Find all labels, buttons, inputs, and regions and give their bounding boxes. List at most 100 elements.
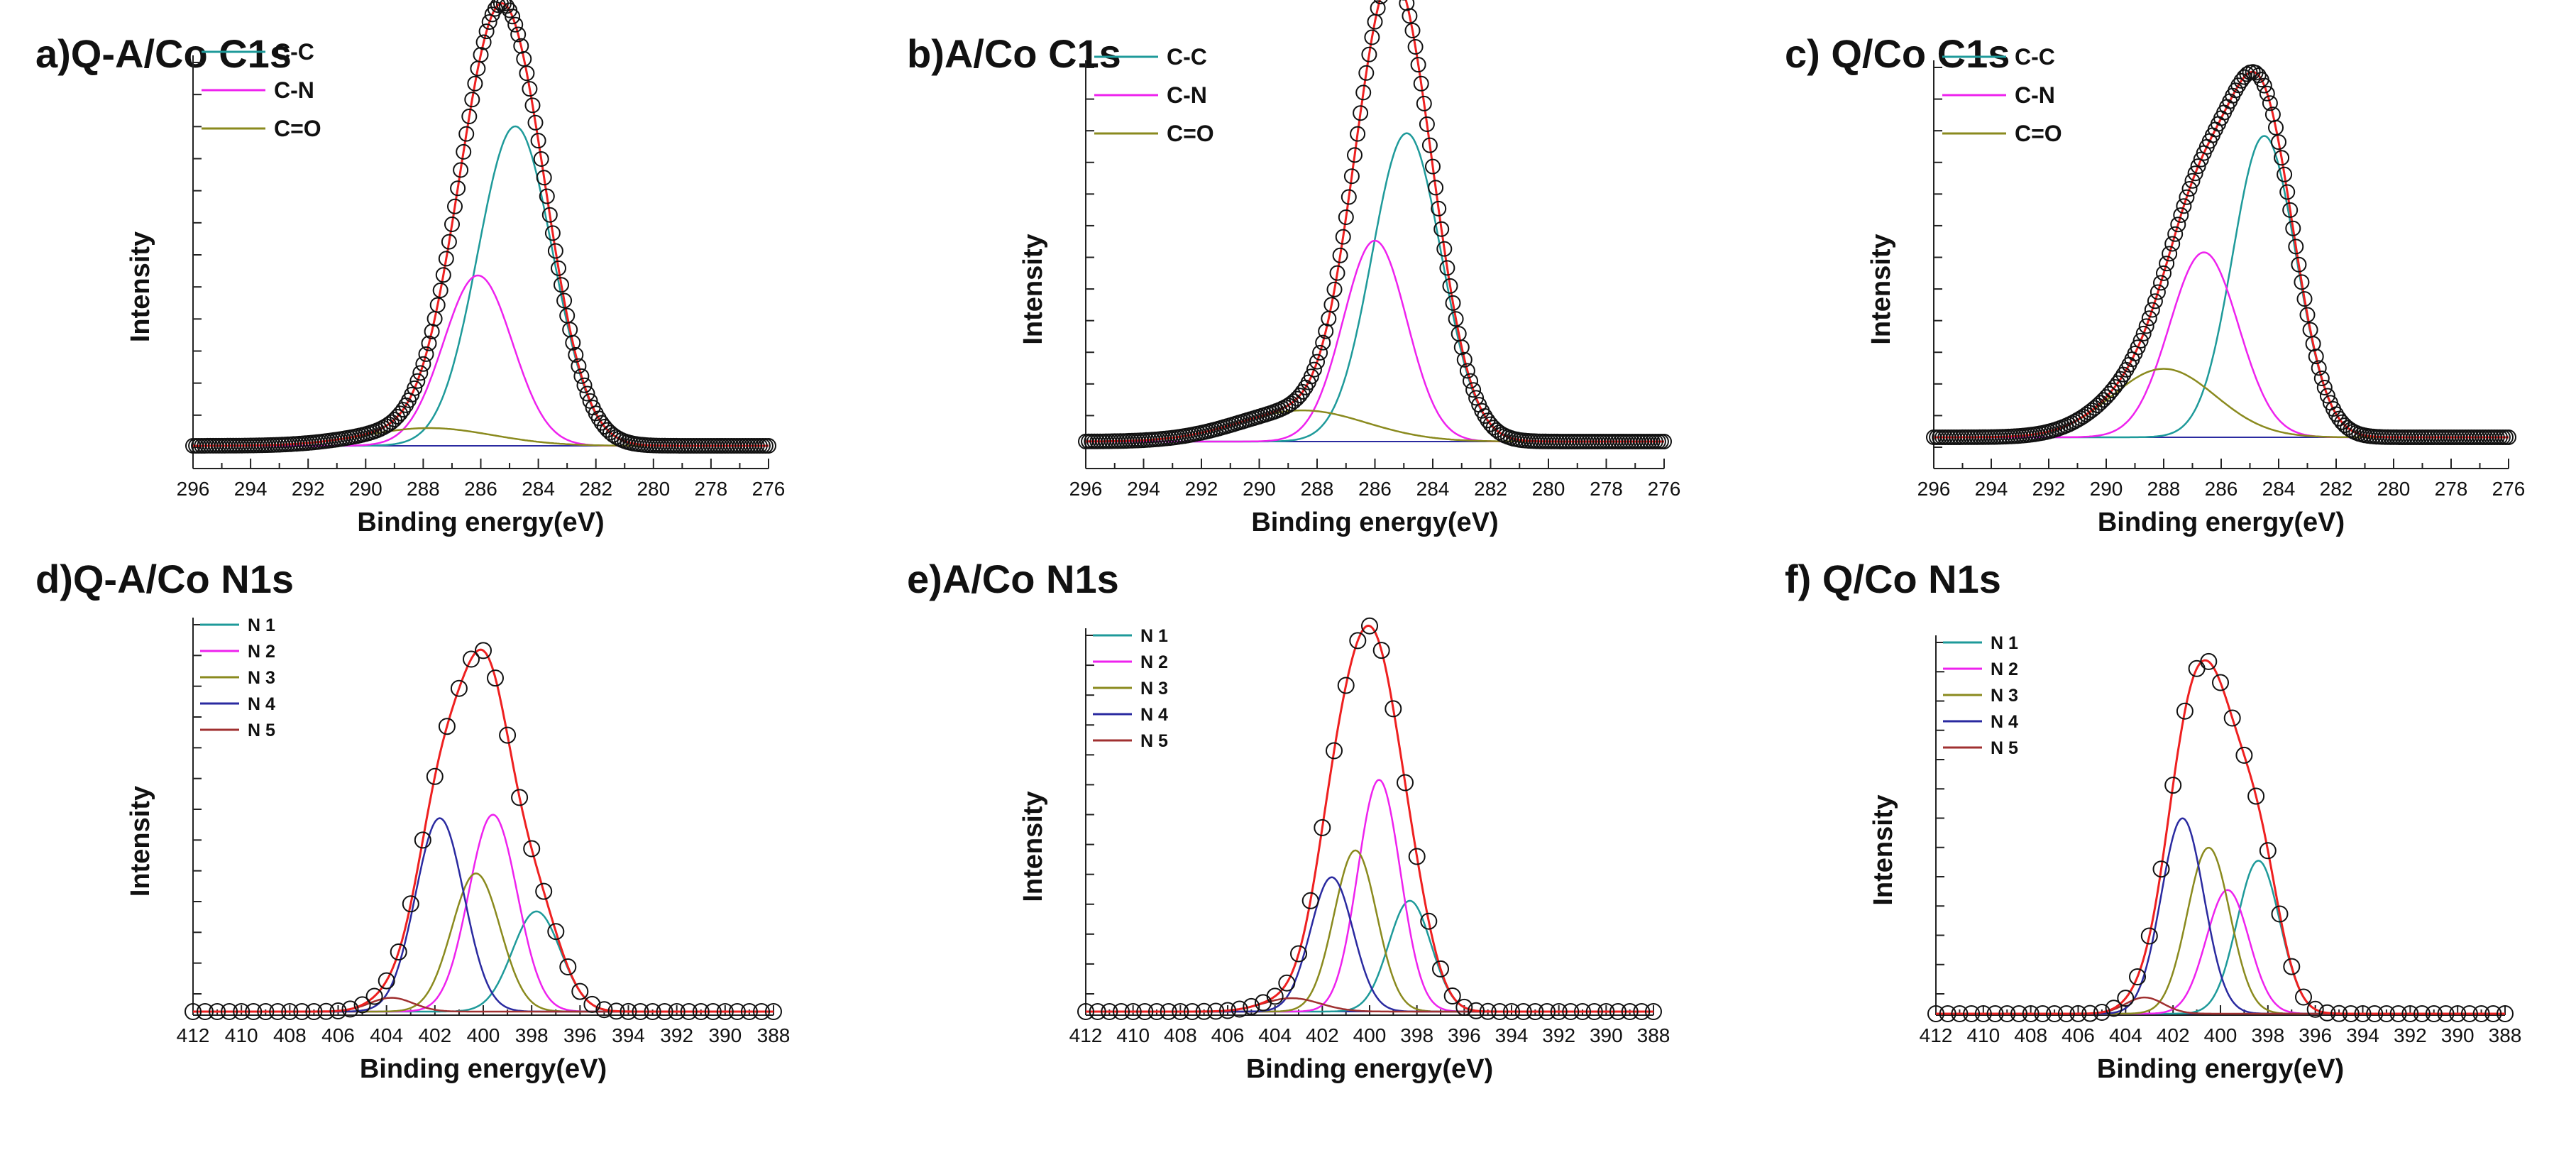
data-point <box>2135 325 2152 341</box>
data-point <box>1361 46 1377 62</box>
data-point <box>753 1003 770 1020</box>
y-axis-label: Intensity <box>126 786 155 897</box>
data-point <box>2308 349 2324 365</box>
data-point <box>524 97 541 114</box>
data-point <box>1503 1003 1520 1020</box>
x-tick-label: 296 <box>1069 478 1103 500</box>
data-point <box>2247 787 2265 805</box>
x-tick-label: 390 <box>1590 1024 1623 1046</box>
data-point <box>2115 366 2132 383</box>
data-point <box>2164 777 2182 794</box>
data-point <box>1370 0 1386 16</box>
data-point <box>2096 392 2111 408</box>
data-point <box>481 14 497 30</box>
data-point <box>571 982 589 1000</box>
data-point <box>475 642 492 659</box>
data-point <box>1431 200 1447 217</box>
legend-label: N 3 <box>1991 686 2018 706</box>
data-point <box>595 1001 613 1019</box>
data-point <box>441 234 457 250</box>
data-point <box>2176 702 2194 720</box>
legend-label: N 3 <box>248 668 275 688</box>
data-point <box>1326 281 1343 297</box>
data-point <box>1963 1005 1981 1022</box>
x-tick-label: 404 <box>1258 1024 1292 1046</box>
legend-label: N 1 <box>1991 633 2018 653</box>
x-tick-label: 282 <box>1474 478 1507 500</box>
legend-label: C-C <box>274 39 314 65</box>
data-point <box>1358 65 1375 81</box>
data-point <box>2299 307 2316 323</box>
data-point <box>1998 1005 2016 1022</box>
data-point <box>1101 1003 1118 1020</box>
data-point <box>2235 746 2253 764</box>
data-point <box>1290 945 1307 963</box>
data-point <box>602 425 618 441</box>
data-point <box>1207 1002 1225 1020</box>
data-point <box>2484 1005 2502 1022</box>
x-tick-label: 276 <box>2492 478 2526 500</box>
data-point <box>383 414 400 430</box>
data-point <box>2167 226 2184 242</box>
data-point <box>365 987 383 1005</box>
data-point <box>185 1003 202 1020</box>
data-point <box>438 718 456 735</box>
data-point <box>2181 181 2198 197</box>
peak-n4 <box>193 817 774 1013</box>
x-tick-label: 276 <box>752 478 786 500</box>
x-tick-label: 406 <box>321 1024 355 1046</box>
data-point <box>1160 1003 1177 1020</box>
data-point <box>447 198 463 214</box>
x-tick-label: 294 <box>234 478 268 500</box>
x-tick-label: 278 <box>1590 478 1623 500</box>
data-point <box>1350 126 1366 142</box>
chart-panel-a: a)Q-A/Co C1s 296 294 292 290 288 286 284 282 280 2… <box>35 0 785 537</box>
data-point <box>656 1003 673 1020</box>
x-tick-label: 282 <box>2320 478 2353 500</box>
data-point <box>2271 905 2289 923</box>
data-point <box>1372 642 1390 659</box>
data-point <box>1514 1003 1532 1020</box>
data-point <box>551 260 566 276</box>
data-point <box>2277 166 2293 182</box>
data-point <box>2328 406 2344 422</box>
data-point <box>1456 351 1473 368</box>
x-tick-label: 394 <box>1495 1024 1529 1046</box>
data-point <box>510 26 527 43</box>
data-point <box>2147 293 2163 310</box>
x-tick-label: 406 <box>1211 1024 1245 1046</box>
x-tick-label: 408 <box>1164 1024 1197 1046</box>
data-point <box>1312 344 1328 361</box>
data-point <box>2176 198 2192 214</box>
data-point <box>2319 388 2335 404</box>
data-point <box>519 65 535 82</box>
data-point <box>1309 354 1325 370</box>
y-axis-label: Intensity <box>1018 234 1048 344</box>
x-tick-label: 284 <box>1416 478 1450 500</box>
data-point <box>1479 1002 1497 1020</box>
y-axis-label: Intensity <box>1868 794 1898 905</box>
data-point <box>2187 165 2203 182</box>
data-point <box>2141 310 2157 327</box>
data-point <box>1439 260 1455 276</box>
data-point <box>559 958 577 975</box>
legend-label: C-C <box>2015 44 2055 70</box>
data-point <box>1416 95 1432 111</box>
data-point <box>415 356 431 372</box>
data-point <box>1433 221 1450 237</box>
data-point <box>1329 265 1345 281</box>
peak-n1 <box>193 910 774 1013</box>
data-point <box>1136 1003 1154 1020</box>
data-point <box>487 669 504 687</box>
data-point <box>522 81 538 97</box>
data-point <box>2212 674 2229 691</box>
data-point <box>2162 246 2178 262</box>
data-point <box>523 840 541 858</box>
data-point <box>2291 256 2307 273</box>
data-point <box>438 251 454 267</box>
x-tick-label: 278 <box>2435 478 2468 500</box>
x-tick-label: 290 <box>349 478 382 500</box>
data-point <box>2460 1005 2478 1022</box>
x-tick-label: 294 <box>1127 478 1160 500</box>
data-point <box>2105 1000 2123 1017</box>
